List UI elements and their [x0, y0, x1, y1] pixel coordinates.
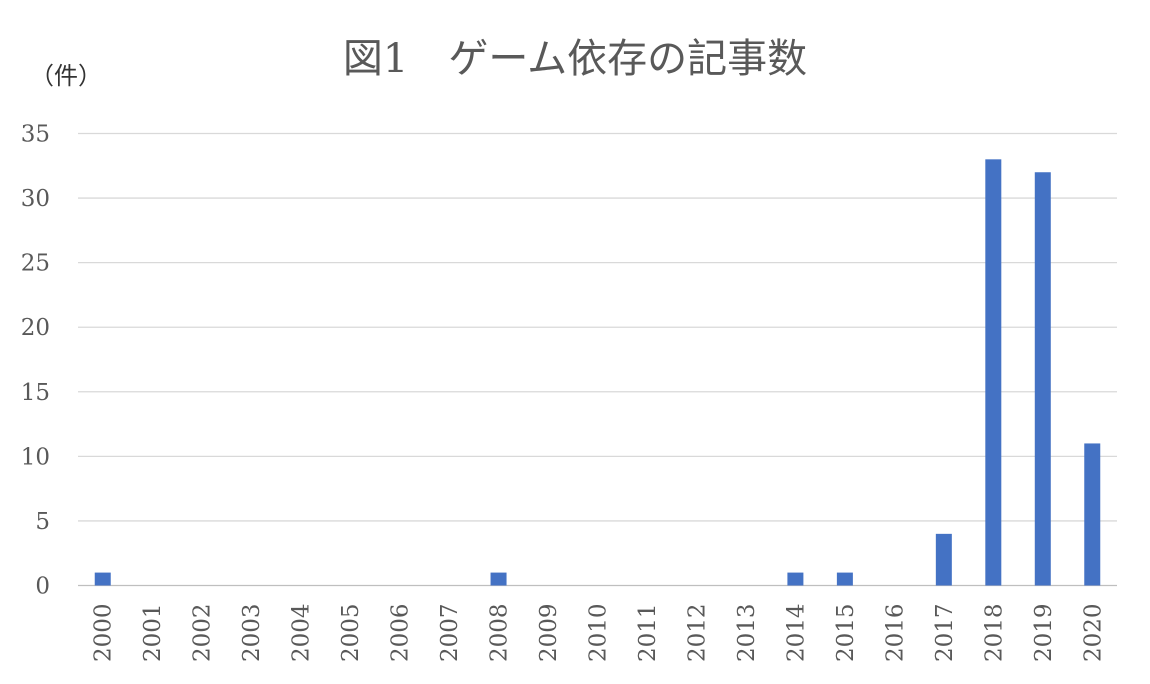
- x-tick-label: 2010: [586, 604, 612, 663]
- x-tick-label: 2013: [734, 604, 760, 663]
- x-tick-label: 2002: [190, 604, 216, 663]
- x-tick-label: 2017: [932, 604, 958, 663]
- x-tick-label: 2007: [437, 604, 463, 663]
- bar-2017: [935, 533, 952, 586]
- x-tick-label: 2016: [882, 604, 908, 663]
- x-tick-label: 2012: [684, 604, 710, 663]
- x-tick-label: 2004: [289, 604, 315, 663]
- y-tick-label: 25: [21, 251, 50, 277]
- x-tick-label: 2005: [338, 604, 364, 663]
- x-tick-label: 2006: [388, 604, 414, 663]
- y-tick-label: 15: [21, 380, 50, 406]
- x-tick-label: 2001: [140, 604, 166, 663]
- x-tick-label: 2009: [536, 604, 562, 663]
- bar-2000: [94, 572, 111, 586]
- y-tick-label: 30: [21, 186, 50, 212]
- x-tick-label: 2011: [635, 604, 661, 663]
- y-tick-label: 35: [21, 122, 50, 148]
- bar-2008: [490, 572, 507, 586]
- y-tick-label: 20: [21, 315, 50, 341]
- x-tick-label: 2014: [783, 604, 809, 663]
- x-tick-label: 2018: [981, 604, 1007, 663]
- bar-2015: [836, 572, 853, 586]
- bar-2014: [787, 572, 804, 586]
- bar-2020: [1084, 443, 1101, 586]
- y-axis-unit-label: （件）: [30, 62, 102, 90]
- x-tick-label: 2008: [487, 604, 513, 663]
- chart-title: 図1 ゲーム依存の記事数: [343, 36, 807, 82]
- x-tick-label: 2003: [239, 604, 265, 663]
- y-tick-label: 10: [21, 444, 50, 470]
- bar-2019: [1034, 172, 1051, 586]
- x-tick-label: 2000: [91, 604, 117, 663]
- gridlines: [78, 132, 1117, 587]
- x-tick-label: 2015: [833, 604, 859, 663]
- bar-2018: [985, 159, 1002, 586]
- y-tick-label: 0: [35, 574, 50, 600]
- x-tick-label: 2020: [1080, 604, 1106, 663]
- y-tick-label: 5: [35, 509, 50, 535]
- x-tick-labels: 2000 2001 2002 2003 2004 2005 2006 2007 2008 2009…: [91, 604, 1107, 663]
- x-tick-label: 2019: [1031, 604, 1057, 663]
- y-tick-labels: 0 5 10 15 20 25 30 35: [21, 122, 50, 600]
- bars: [94, 159, 1101, 586]
